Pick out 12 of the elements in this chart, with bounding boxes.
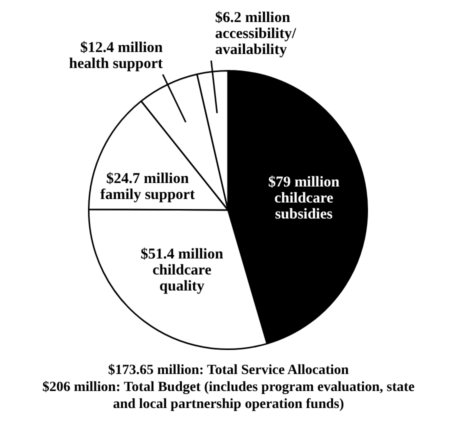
data-label: $6.2 million: [215, 10, 291, 26]
slice-label: family support: [100, 186, 195, 203]
slice-label: accessibility/ availability: [215, 26, 297, 58]
data-label: $51.4 million: [140, 246, 224, 263]
data-label: $12.4 million: [80, 40, 164, 56]
data-label: $79 million: [268, 174, 340, 191]
data-label: $24.7 million: [106, 170, 190, 187]
text: $206 million: Total Budget (includes program evaluation, state and local partnership operation funds): [41, 379, 416, 413]
slice-label: health support: [69, 56, 163, 72]
text: $173.65 million: Total Service Allocation: [107, 362, 350, 379]
slice-label: childcare subsidies: [274, 190, 334, 223]
slice-label: childcare quality: [152, 262, 212, 295]
